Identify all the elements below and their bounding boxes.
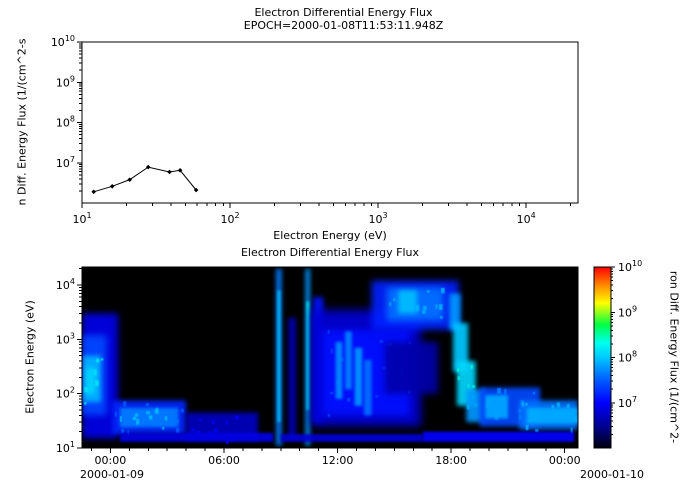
- svg-text:102: 102: [221, 211, 240, 226]
- svg-text:1010: 1010: [51, 34, 75, 49]
- bottom-plot-ylabel: Electron Energy (eV): [23, 300, 37, 414]
- colorbar-label: ron Diff. Energy Flux (1/(cm^2-: [667, 270, 681, 444]
- svg-text:107: 107: [618, 395, 637, 410]
- svg-text:00:00: 00:00: [95, 454, 127, 467]
- svg-text:108: 108: [618, 350, 637, 365]
- top-plot-ylabel: n Diff. Energy Flux (1/(cm^2-s: [15, 38, 29, 206]
- colorbar-gradient: [594, 267, 611, 448]
- svg-text:102: 102: [56, 386, 75, 401]
- svg-text:104: 104: [517, 211, 536, 226]
- svg-text:06:00: 06:00: [208, 454, 240, 467]
- svg-text:101: 101: [56, 440, 75, 455]
- flux-line: [91, 164, 199, 195]
- top-plot-axes: 101 102 103 104 107 108 109 1010: [51, 34, 579, 226]
- svg-text:12:00: 12:00: [322, 454, 354, 467]
- top-plot-title: Electron Differential Energy Flux: [254, 6, 433, 19]
- svg-text:109: 109: [618, 304, 637, 319]
- date-label-start: 2000-01-09: [80, 468, 144, 481]
- svg-text:18:00: 18:00: [435, 454, 467, 467]
- svg-text:1010: 1010: [618, 259, 642, 274]
- svg-text:108: 108: [56, 115, 75, 130]
- date-label-end: 2000-01-10: [580, 468, 644, 481]
- svg-text:103: 103: [56, 331, 75, 346]
- svg-text:00:00: 00:00: [549, 454, 581, 467]
- svg-text:101: 101: [72, 211, 91, 226]
- top-plot-xlabel: Electron Energy (eV): [273, 229, 387, 242]
- svg-text:107: 107: [56, 155, 75, 170]
- svg-text:103: 103: [369, 211, 388, 226]
- top-plot-subtitle: EPOCH=2000-01-08T11:53:11.948Z: [243, 19, 444, 32]
- bottom-plot-title: Electron Differential Energy Flux: [240, 246, 420, 259]
- svg-text:104: 104: [56, 277, 75, 292]
- svg-text:109: 109: [56, 74, 75, 89]
- spectrogram-image: [82, 267, 578, 448]
